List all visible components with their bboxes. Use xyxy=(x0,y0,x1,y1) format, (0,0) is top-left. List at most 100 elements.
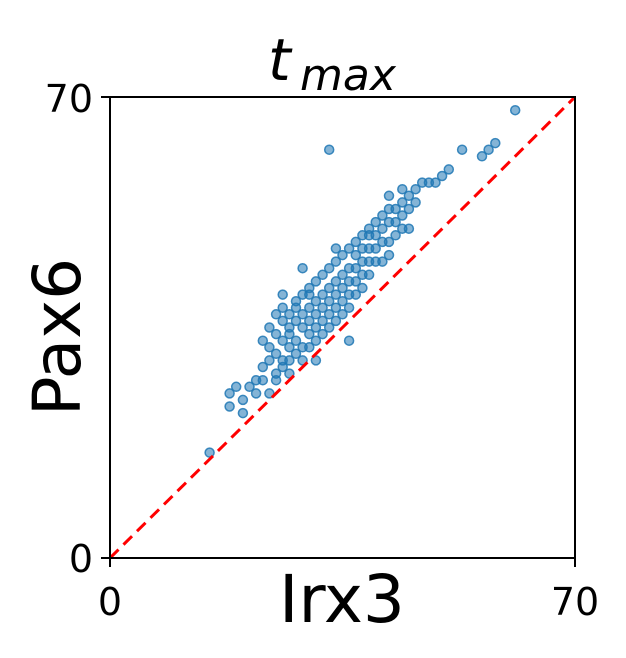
scatter-point xyxy=(403,203,415,215)
scatter-point xyxy=(317,315,328,327)
scatter-point xyxy=(277,302,288,313)
scatter-point xyxy=(377,210,388,221)
scatter-point xyxy=(270,328,282,340)
scatter-point xyxy=(284,342,295,353)
scatter-point xyxy=(323,282,335,294)
scatter-point xyxy=(350,262,362,274)
scatter-point xyxy=(397,197,408,208)
scatter-point xyxy=(509,104,521,116)
scatter-point xyxy=(390,230,401,241)
scatter-point xyxy=(337,269,348,281)
scatter-point xyxy=(370,216,381,228)
scatter-point xyxy=(337,282,348,294)
scatter-point xyxy=(310,335,322,346)
scatter-point xyxy=(237,407,249,419)
scatter-point xyxy=(476,151,488,162)
scatter-point xyxy=(317,328,328,340)
scatter-point xyxy=(350,276,362,287)
scatter-point xyxy=(290,335,302,346)
chart-title-subscript: max xyxy=(300,50,397,101)
scatter-point xyxy=(343,335,355,346)
scatter-point xyxy=(270,309,282,320)
y-tick-label-start: 0 xyxy=(69,537,93,581)
scatter-point xyxy=(343,302,355,313)
x-tick-label-start: 0 xyxy=(98,580,122,624)
scatter-point xyxy=(383,236,395,248)
scatter-point xyxy=(443,164,455,175)
scatter-point xyxy=(270,348,282,360)
scatter-point xyxy=(357,282,368,294)
scatter-point xyxy=(224,401,235,412)
scatter-point xyxy=(363,223,375,234)
scatter-point xyxy=(330,256,342,267)
scatter-point xyxy=(290,348,302,360)
scatter-point xyxy=(257,335,269,346)
scatter-point xyxy=(277,335,288,346)
scatter-point xyxy=(257,361,269,373)
scatter-point xyxy=(436,170,448,182)
scatter-point xyxy=(330,243,342,254)
scatter-point xyxy=(350,289,362,300)
scatter-point xyxy=(310,276,322,287)
scatter-point xyxy=(490,137,501,149)
scatter-point xyxy=(230,381,242,393)
scatter-point xyxy=(304,328,315,340)
scatter-point xyxy=(330,289,342,300)
x-tick-label-end: 70 xyxy=(551,580,599,624)
scatter-point xyxy=(297,322,308,333)
scatter-point xyxy=(390,216,401,228)
scatter-point xyxy=(284,355,295,366)
y-tick-label-end: 70 xyxy=(45,77,93,121)
scatter-point xyxy=(304,315,315,327)
scatter-point xyxy=(317,289,328,300)
scatter-point xyxy=(257,374,269,386)
scatter-point xyxy=(383,249,395,261)
scatter-point xyxy=(304,342,315,353)
scatter-point xyxy=(264,342,275,353)
scatter-point xyxy=(244,381,255,393)
plot-frame xyxy=(109,96,576,559)
scatter-point xyxy=(317,269,328,281)
identity-reference-line xyxy=(108,95,577,560)
scatter-point xyxy=(297,355,308,366)
scatter-point xyxy=(297,309,308,320)
scatter-point xyxy=(323,262,335,274)
scatter-point xyxy=(310,295,322,307)
scatter-point xyxy=(284,309,295,320)
scatter-point xyxy=(370,243,381,254)
scatter-point xyxy=(250,388,262,399)
scatter-point xyxy=(290,295,302,307)
scatter-point xyxy=(337,309,348,320)
scatter-point xyxy=(483,144,494,155)
scatter-point xyxy=(317,302,328,313)
scatter-point xyxy=(323,144,335,155)
scatter-point xyxy=(323,309,335,320)
scatter-point xyxy=(350,236,362,248)
scatter-point xyxy=(264,322,275,333)
scatter-point xyxy=(323,322,335,333)
scatter-point xyxy=(377,223,388,234)
scatter-point xyxy=(330,302,342,313)
scatter-point xyxy=(363,269,375,281)
scatter-point xyxy=(397,183,408,195)
scatter-point xyxy=(350,249,362,261)
scatter-point xyxy=(290,315,302,327)
y-axis-label: Pax6 xyxy=(19,258,96,416)
scatter-point xyxy=(403,223,415,234)
scatter-point xyxy=(456,144,468,155)
scatter-points xyxy=(204,104,521,458)
scatter-point xyxy=(337,295,348,307)
scatter-point xyxy=(410,197,421,208)
chart-title-main: t xyxy=(268,26,293,94)
x-axis-label: Irx3 xyxy=(279,561,405,638)
scatter-point xyxy=(304,302,315,313)
scatter-point xyxy=(277,315,288,327)
scatter-point xyxy=(330,315,342,327)
scatter-point xyxy=(264,355,275,366)
scatter-point xyxy=(430,177,441,188)
scatter-point xyxy=(383,190,395,202)
scatter-point xyxy=(323,295,335,307)
scatter-point xyxy=(397,210,408,221)
scatter-point xyxy=(304,282,315,294)
